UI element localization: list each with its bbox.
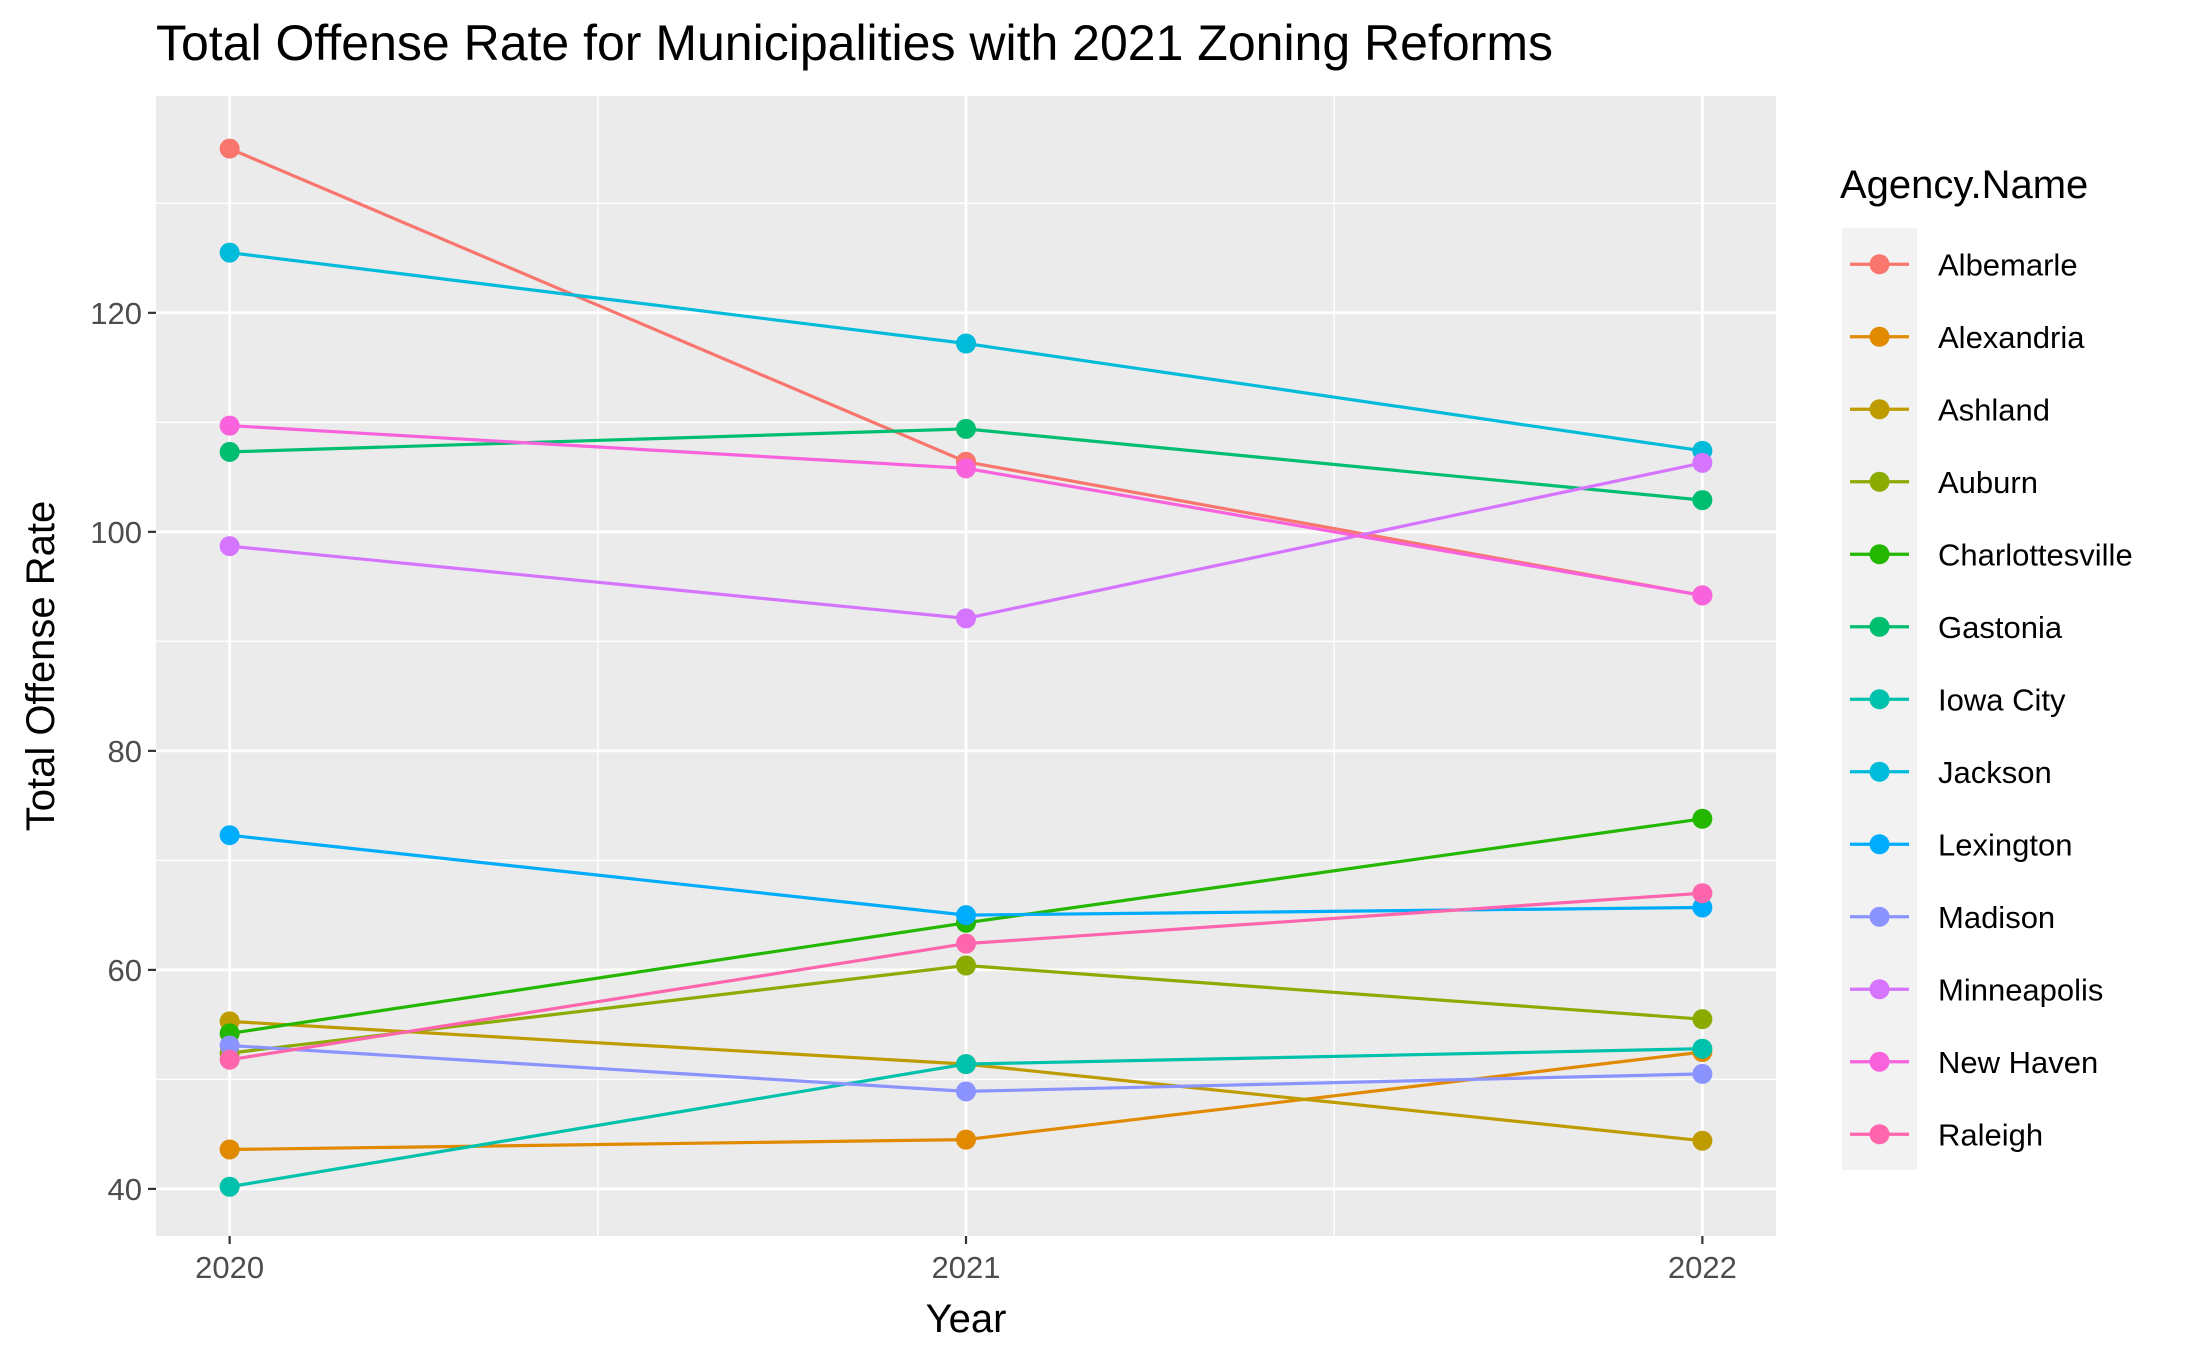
- y-axis: 40 60 80 100 120: [90, 296, 156, 1207]
- legend-item-charlottesville: Charlottesville: [1850, 537, 2133, 572]
- legend-key-point: [1869, 399, 1890, 420]
- y-tick-label: 60: [108, 953, 142, 988]
- data-point-alexandria-2021: [956, 1129, 976, 1150]
- data-point-auburn-2022: [1692, 1009, 1713, 1030]
- legend-label: Lexington: [1938, 827, 2072, 862]
- legend-label: Gastonia: [1938, 610, 2063, 645]
- data-point-jackson-2020: [219, 242, 240, 263]
- data-point-minneapolis-2021: [956, 608, 976, 629]
- legend-key-point: [1869, 544, 1890, 565]
- y-tick-label: 100: [90, 515, 142, 550]
- data-point-minneapolis-2020: [219, 536, 240, 557]
- legend-item-auburn: Auburn: [1850, 465, 2038, 500]
- legend-item-jackson: Jackson: [1850, 755, 2052, 790]
- data-point-gastonia-2021: [956, 418, 976, 439]
- legend: Albemarle Alexandria Ashland Auburn Charlott…: [1850, 247, 2133, 1152]
- data-point-iowa-city-2022: [1692, 1038, 1713, 1059]
- legend-label: Ashland: [1938, 392, 2050, 427]
- minor-grid-x: [597, 96, 1335, 1236]
- x-tick-label: 2021: [932, 1250, 1001, 1285]
- x-axis-title: Year: [926, 1297, 1007, 1341]
- y-tick-label: 40: [108, 1172, 142, 1207]
- data-point-raleigh-2021: [956, 933, 976, 954]
- data-point-lexington-2022: [1692, 897, 1713, 918]
- data-point-lexington-2021: [956, 905, 976, 926]
- legend-key-point: [1869, 689, 1890, 710]
- legend-label: Minneapolis: [1938, 972, 2103, 1007]
- chart-title: Total Offense Rate for Municipalities wi…: [156, 15, 1553, 71]
- legend-label: Iowa City: [1938, 682, 2066, 717]
- legend-key-point: [1869, 1051, 1890, 1072]
- legend-label: Raleigh: [1938, 1117, 2043, 1152]
- data-point-madison-2022: [1692, 1063, 1713, 1084]
- legend-label: Albemarle: [1938, 247, 2078, 282]
- legend-title: Agency.Name: [1840, 163, 2088, 207]
- legend-key-point: [1869, 906, 1890, 927]
- legend-key-point: [1869, 1124, 1890, 1145]
- legend-label: Jackson: [1938, 755, 2052, 790]
- y-tick-label: 80: [108, 734, 142, 769]
- legend-label: Madison: [1938, 900, 2055, 935]
- legend-label: Charlottesville: [1938, 537, 2133, 572]
- series-points: [219, 138, 1713, 1197]
- legend-item-albemarle: Albemarle: [1850, 247, 2078, 282]
- data-point-charlottesville-2022: [1692, 808, 1713, 829]
- data-point-new-haven-2021: [956, 458, 976, 479]
- legend-label: Auburn: [1938, 465, 2038, 500]
- data-point-minneapolis-2022: [1692, 452, 1713, 473]
- data-point-iowa-city-2021: [956, 1054, 976, 1075]
- x-tick-label: 2022: [1668, 1250, 1737, 1285]
- legend-item-raleigh: Raleigh: [1850, 1117, 2043, 1152]
- data-point-raleigh-2022: [1692, 883, 1713, 904]
- data-point-gastonia-2022: [1692, 490, 1713, 511]
- data-point-jackson-2021: [956, 333, 976, 354]
- legend-item-iowa-city: Iowa City: [1850, 682, 2066, 717]
- legend-key-point: [1869, 471, 1890, 492]
- legend-item-minneapolis: Minneapolis: [1850, 972, 2103, 1007]
- legend-key-point: [1869, 979, 1890, 1000]
- legend-item-new-haven: New Haven: [1850, 1045, 2098, 1080]
- legend-item-lexington: Lexington: [1850, 827, 2072, 862]
- data-point-albemarle-2020: [219, 138, 240, 159]
- data-point-madison-2020: [219, 1035, 240, 1056]
- legend-key-point: [1869, 326, 1890, 347]
- legend-item-madison: Madison: [1850, 900, 2055, 935]
- legend-item-gastonia: Gastonia: [1850, 610, 2063, 645]
- legend-key-point: [1869, 616, 1890, 637]
- legend-key-point: [1869, 254, 1890, 275]
- data-point-ashland-2022: [1692, 1130, 1713, 1151]
- data-point-gastonia-2020: [219, 441, 240, 462]
- legend-item-alexandria: Alexandria: [1850, 320, 2085, 355]
- y-tick-label: 120: [90, 296, 142, 331]
- y-axis-title: Total Offense Rate: [19, 501, 63, 832]
- data-point-lexington-2020: [219, 825, 240, 846]
- legend-key-point: [1869, 761, 1890, 782]
- data-point-new-haven-2020: [219, 415, 240, 436]
- legend-item-ashland: Ashland: [1850, 392, 2050, 427]
- data-point-auburn-2021: [956, 955, 976, 976]
- legend-label: New Haven: [1938, 1045, 2098, 1080]
- data-point-alexandria-2020: [219, 1139, 240, 1160]
- data-point-raleigh-2020: [219, 1049, 240, 1070]
- data-point-madison-2021: [956, 1081, 976, 1102]
- legend-label: Alexandria: [1938, 320, 2085, 355]
- data-point-new-haven-2022: [1692, 585, 1713, 606]
- data-point-iowa-city-2020: [219, 1176, 240, 1197]
- legend-key-point: [1869, 834, 1890, 855]
- x-axis: 2020 2021 2022: [195, 1236, 1737, 1285]
- x-tick-label: 2020: [195, 1250, 264, 1285]
